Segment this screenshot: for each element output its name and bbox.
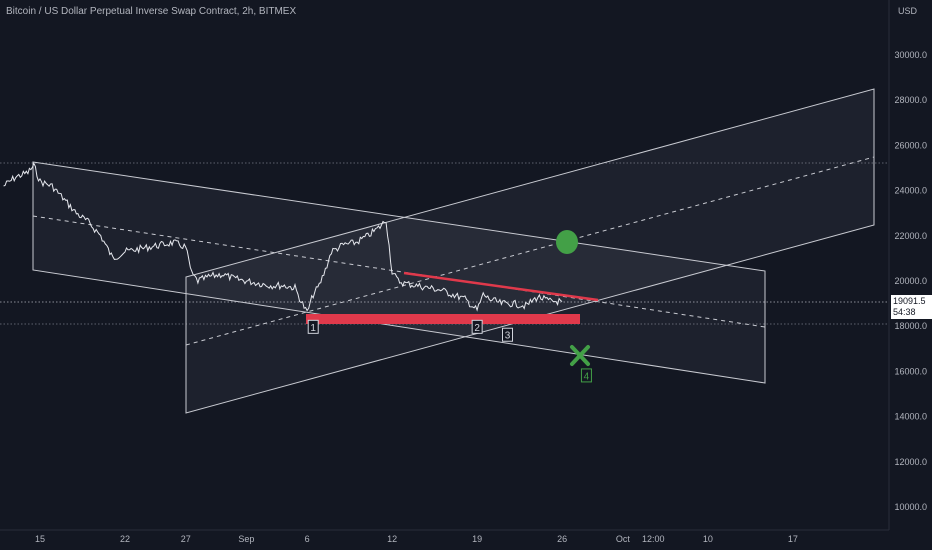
annotation-box: [307, 319, 319, 334]
x-tick-label: Oct: [616, 534, 631, 544]
annotation-box: [502, 327, 513, 342]
candle-countdown: 54:38: [893, 307, 916, 317]
price-series-line: [3, 162, 563, 312]
time-axis: 15 22 27 Sep 6 12 19 26 Oct 12:00 10 17: [35, 534, 798, 544]
annotation-label: 1: [310, 323, 316, 334]
x-tick-label: 6: [305, 534, 310, 544]
y-tick-label: 30000.0: [894, 50, 927, 60]
y-tick-label: 20000.0: [894, 276, 927, 286]
annotation-box: [471, 319, 483, 334]
last-price-value: 19091.5: [893, 296, 926, 306]
x-tick-label: 12:00: [642, 534, 665, 544]
descending-channel: [32, 161, 766, 384]
y-tick-label: 10000.0: [894, 502, 927, 512]
x-tick-label: 12: [387, 534, 397, 544]
y-tick-label: 12000.0: [894, 457, 927, 467]
x-tick-label: 15: [35, 534, 45, 544]
target-circle-icon: [556, 230, 578, 254]
x-tick-label: 19: [472, 534, 482, 544]
x-tick-label: 22: [120, 534, 130, 544]
ascending-channel-midline: [185, 156, 875, 346]
last-price-tag: 19091.5 54:38: [891, 295, 932, 319]
x-tick-label: 27: [181, 534, 191, 544]
currency-label: USD: [898, 6, 918, 16]
ascending-channel: [185, 88, 875, 414]
x-tick-label: Sep: [238, 534, 254, 544]
y-tick-label: 26000.0: [894, 140, 927, 150]
y-tick-label: 16000.0: [894, 366, 927, 376]
annotation-label: 3: [505, 331, 511, 342]
chart-title: Bitcoin / US Dollar Perpetual Inverse Sw…: [6, 6, 297, 17]
x-tick-label: 10: [703, 534, 713, 544]
annotation-group: 1 2 3 4: [307, 319, 592, 383]
annotation-label: 4: [584, 371, 590, 382]
invalidation-x-icon: [570, 345, 590, 366]
support-zone: [306, 314, 580, 324]
y-tick-label: 14000.0: [894, 412, 927, 422]
descending-trendline: [403, 271, 599, 302]
y-tick-label: 24000.0: [894, 186, 927, 196]
y-tick-label: 28000.0: [894, 95, 927, 105]
annotation-box: [580, 368, 592, 383]
x-tick-label: 17: [788, 534, 798, 544]
x-tick-label: 26: [557, 534, 567, 544]
price-axis: 10000.0 12000.0 14000.0 16000.0 18000.0 20000…: [894, 50, 927, 512]
annotation-label: 2: [474, 323, 480, 334]
y-tick-label: 18000.0: [894, 321, 927, 331]
y-tick-label: 22000.0: [894, 231, 927, 241]
descending-channel-midline: [32, 215, 766, 328]
